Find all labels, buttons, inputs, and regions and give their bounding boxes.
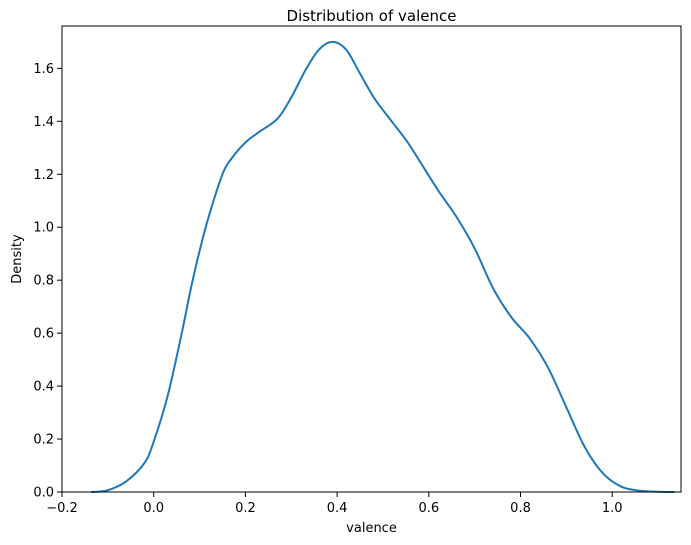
x-tick-label: 0.8 <box>510 501 531 516</box>
x-tick-label: 0.6 <box>418 501 439 516</box>
plot-layer: −0.2 0.0 0.2 0.4 0.6 0.8 1.00.00.20.40.60.81.0… <box>33 25 682 516</box>
x-tick-label: 1.0 <box>602 501 623 516</box>
x-tick-label: 0.4 <box>327 501 348 516</box>
x-tick-label: 0.0 <box>143 501 164 516</box>
y-axis-label: Density <box>10 234 25 284</box>
y-tick-label: 1.2 <box>33 168 54 183</box>
x-tick-label: −0.2 <box>46 501 78 516</box>
x-axis-label: valence <box>346 521 397 536</box>
y-tick-label: 1.0 <box>33 221 54 236</box>
y-tick-label: 0.8 <box>33 274 54 289</box>
axes-frame <box>61 25 682 493</box>
chart-title: Distribution of valence <box>287 7 457 25</box>
y-tick-label: 0.6 <box>33 327 54 342</box>
y-tick-label: 1.4 <box>33 115 54 130</box>
x-tick-label: 0.2 <box>235 501 256 516</box>
y-tick-label: 1.6 <box>33 62 54 77</box>
y-tick-label: 0.0 <box>33 486 54 501</box>
y-tick-label: 0.4 <box>33 380 54 395</box>
density-line <box>90 40 676 493</box>
y-tick-label: 0.2 <box>33 433 54 448</box>
